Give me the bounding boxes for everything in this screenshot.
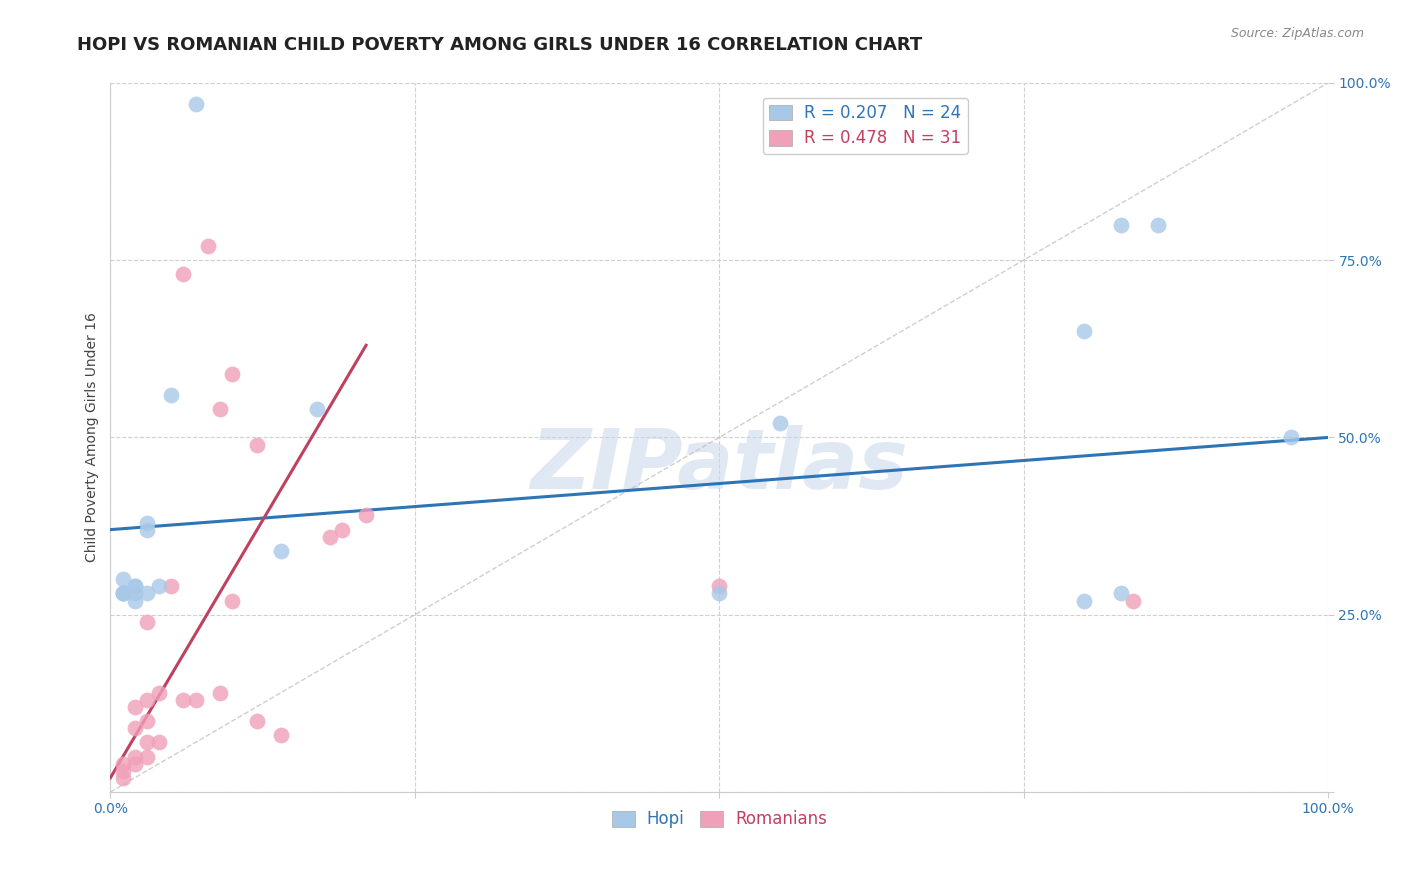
Point	[1122, 593, 1144, 607]
Point	[136, 516, 159, 530]
Point	[270, 728, 292, 742]
Point	[330, 523, 353, 537]
Point	[124, 749, 146, 764]
Point	[1109, 586, 1132, 600]
Point	[136, 615, 159, 629]
Point	[124, 579, 146, 593]
Point	[1109, 218, 1132, 232]
Point	[160, 388, 183, 402]
Point	[172, 693, 194, 707]
Point	[245, 437, 267, 451]
Point	[111, 586, 134, 600]
Point	[136, 693, 159, 707]
Point	[270, 544, 292, 558]
Point	[1073, 593, 1095, 607]
Point	[111, 756, 134, 771]
Point	[709, 579, 731, 593]
Legend: Hopi, Romanians: Hopi, Romanians	[606, 804, 832, 834]
Point	[124, 586, 146, 600]
Point	[318, 530, 340, 544]
Y-axis label: Child Poverty Among Girls Under 16: Child Poverty Among Girls Under 16	[86, 312, 100, 562]
Point	[111, 586, 134, 600]
Point	[1073, 324, 1095, 338]
Point	[354, 508, 377, 523]
Point	[172, 268, 194, 282]
Text: ZIPatlas: ZIPatlas	[530, 425, 908, 507]
Point	[136, 523, 159, 537]
Point	[148, 686, 170, 700]
Point	[124, 593, 146, 607]
Point	[124, 756, 146, 771]
Point	[184, 97, 207, 112]
Point	[221, 593, 243, 607]
Point	[148, 579, 170, 593]
Point	[111, 586, 134, 600]
Point	[111, 771, 134, 785]
Point	[208, 402, 231, 417]
Point	[148, 735, 170, 749]
Point	[136, 586, 159, 600]
Point	[136, 735, 159, 749]
Point	[124, 579, 146, 593]
Point	[221, 367, 243, 381]
Point	[245, 714, 267, 728]
Point	[709, 586, 731, 600]
Point	[136, 714, 159, 728]
Point	[124, 721, 146, 735]
Point	[111, 764, 134, 778]
Point	[184, 693, 207, 707]
Text: HOPI VS ROMANIAN CHILD POVERTY AMONG GIRLS UNDER 16 CORRELATION CHART: HOPI VS ROMANIAN CHILD POVERTY AMONG GIR…	[77, 36, 922, 54]
Point	[1146, 218, 1168, 232]
Point	[111, 572, 134, 586]
Point	[307, 402, 329, 417]
Point	[769, 417, 792, 431]
Text: Source: ZipAtlas.com: Source: ZipAtlas.com	[1230, 27, 1364, 40]
Point	[160, 579, 183, 593]
Point	[208, 686, 231, 700]
Point	[1281, 430, 1303, 444]
Point	[136, 749, 159, 764]
Point	[124, 699, 146, 714]
Point	[197, 239, 219, 253]
